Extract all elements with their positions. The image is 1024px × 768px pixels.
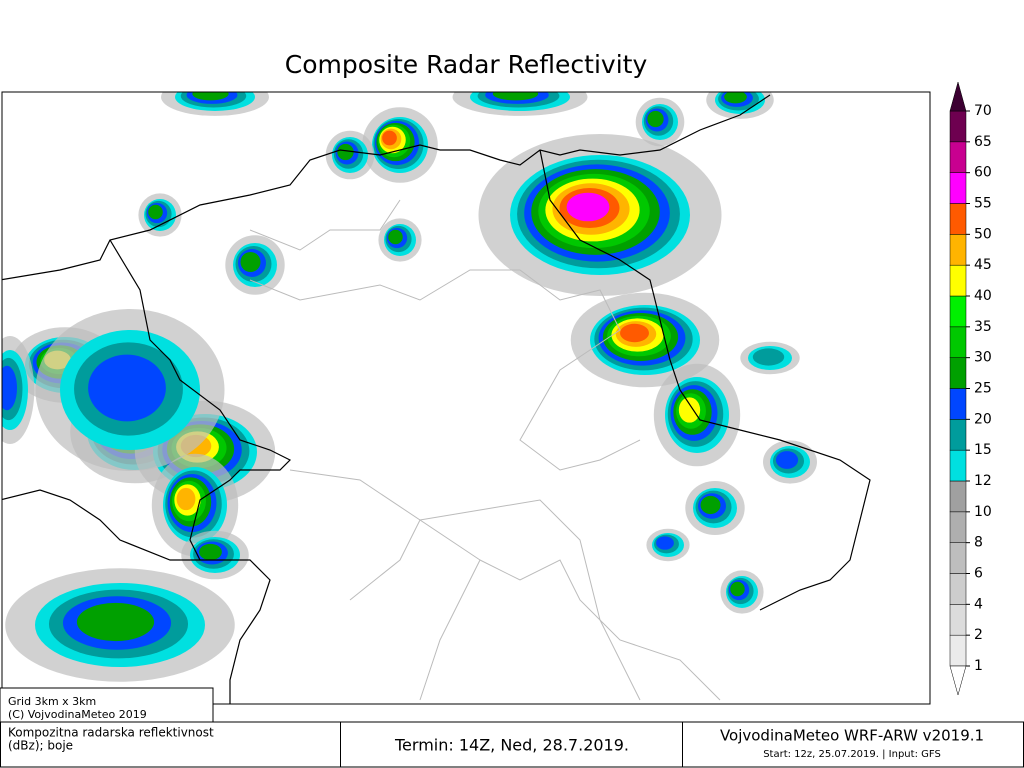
map-title: Composite Radar Reflectivity <box>285 50 648 79</box>
colorbar-band <box>949 604 967 636</box>
echo-cell <box>88 354 166 422</box>
colorbar-label: 40 <box>974 288 992 304</box>
grid-info: Grid 3km x 3km <box>8 695 96 708</box>
echo-cell <box>775 451 799 469</box>
echo-cell <box>192 92 229 101</box>
echo-cell <box>647 110 664 128</box>
colorbar-band <box>949 295 967 328</box>
colorbar-label: 12 <box>974 473 992 489</box>
colorbar-label: 4 <box>974 596 983 612</box>
colorbar-band <box>949 110 967 143</box>
echo-cell <box>678 397 701 423</box>
echo-cell <box>148 204 163 220</box>
country-border <box>539 149 871 611</box>
colorbar-band <box>949 203 967 235</box>
colorbar-band <box>949 419 967 451</box>
colorbar-label: 30 <box>974 350 992 366</box>
colorbar-band <box>949 573 967 605</box>
colorbar-band <box>949 234 967 266</box>
country-border <box>2 94 771 281</box>
colorbar-band <box>949 542 967 574</box>
country-border <box>109 239 292 704</box>
colorbar-band <box>949 357 967 389</box>
info-box <box>0 687 214 723</box>
echo-cell <box>724 92 747 104</box>
colorbar-label: 8 <box>974 535 983 551</box>
echo-cell <box>656 536 674 550</box>
map-frame <box>1 91 931 705</box>
echo-cell <box>566 192 610 222</box>
footer-left-line: (dBz); boje <box>8 739 73 753</box>
echo-cell <box>76 602 155 642</box>
colorbar-label: 65 <box>974 134 992 150</box>
colorbar-band <box>949 141 967 173</box>
colorbar-top <box>949 81 967 112</box>
colorbar-band <box>949 326 967 358</box>
colorbar-band <box>949 172 967 204</box>
country-border <box>2 489 200 561</box>
echo-cell <box>382 130 397 146</box>
colorbar-label: 2 <box>974 627 983 643</box>
colorbar-band <box>949 449 967 482</box>
colorbar-band <box>949 634 967 667</box>
region-border <box>479 559 721 701</box>
echo-cell <box>337 143 354 161</box>
colorbar-label: 70 <box>974 103 992 119</box>
colorbar-band <box>949 511 967 543</box>
region-border <box>249 269 641 471</box>
footer-left-box <box>0 721 341 768</box>
colorbar-band <box>949 388 967 420</box>
region-border <box>249 199 401 251</box>
colorbar-label: 25 <box>974 381 992 397</box>
echo-cell <box>2 365 17 411</box>
footer-left-line: Kompozitna radarska reflektivnost <box>8 726 214 740</box>
footer-term: Termin: 14Z, Ned, 28.7.2019. <box>394 736 629 755</box>
echo-cell <box>700 495 721 515</box>
echo-cell <box>176 487 196 511</box>
echo-cell <box>752 348 785 366</box>
footer-center-box <box>340 721 683 768</box>
colorbar-label: 15 <box>974 442 992 458</box>
echo-cell <box>492 92 539 101</box>
colorbar-label: 10 <box>974 504 992 520</box>
colorbar-label: 35 <box>974 319 992 335</box>
copyright: (C) VojvodinaMeteo 2019 <box>8 708 147 721</box>
echo-cell <box>388 229 403 245</box>
footer-start: Start: 12z, 25.07.2019. | Input: GFS <box>763 749 941 760</box>
colorbar-label: 60 <box>974 165 992 181</box>
colorbar-label: 20 <box>974 411 992 427</box>
footer-model: VojvodinaMeteo WRF-ARW v2019.1 <box>720 727 984 745</box>
colorbar-label: 1 <box>974 658 983 674</box>
echo-cell <box>620 323 649 343</box>
reflectivity-field <box>2 92 871 704</box>
colorbar-label: 55 <box>974 196 992 212</box>
colorbar-label: 50 <box>974 226 992 242</box>
echo-cell <box>199 543 222 561</box>
echo-cell <box>730 581 745 597</box>
colorbar-bottom <box>949 665 967 696</box>
colorbar-band <box>949 480 967 513</box>
region-border <box>349 519 481 701</box>
colorbar-label: 45 <box>974 257 992 273</box>
colorbar-label: 6 <box>974 566 983 582</box>
echo-cell <box>240 252 261 272</box>
region-border <box>289 469 641 701</box>
colorbar-band <box>949 264 967 297</box>
